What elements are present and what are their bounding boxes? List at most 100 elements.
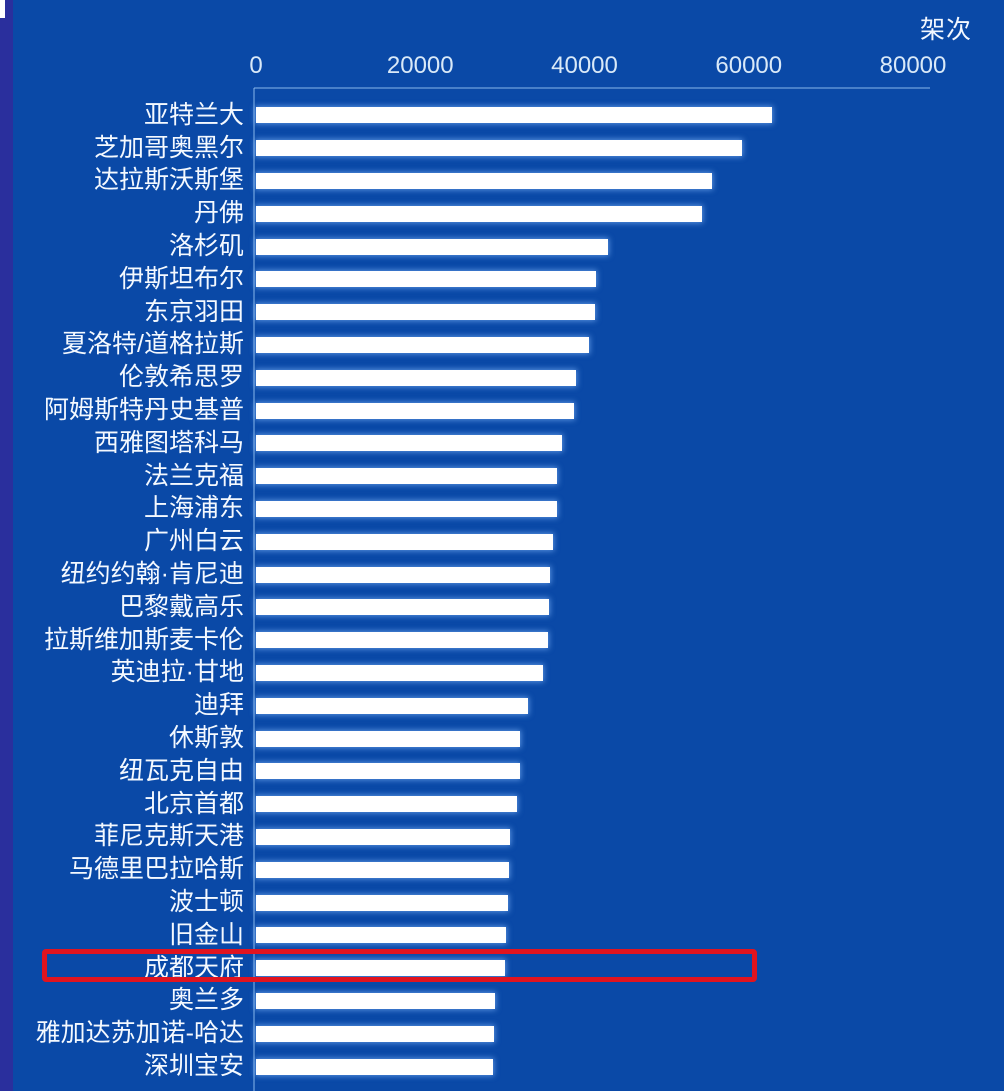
- bar: [256, 861, 509, 878]
- category-label: 波士顿: [168, 888, 244, 917]
- bar-row: 迪拜: [0, 689, 1004, 722]
- bar-row: 奥兰多: [0, 985, 1004, 1018]
- bar-row: 英迪拉·甘地: [0, 657, 1004, 690]
- y-axis-line: [253, 88, 255, 1091]
- bar: [256, 271, 596, 288]
- category-label: 西雅图塔科马: [93, 428, 244, 457]
- bar-row: 广州白云: [0, 525, 1004, 558]
- highlight-box: [42, 949, 757, 982]
- category-label: 洛杉矶: [168, 232, 244, 261]
- bar: [256, 336, 589, 353]
- bar-row: 芝加哥奥黑尔: [0, 132, 1004, 165]
- bar: [256, 960, 505, 977]
- bar: [256, 205, 702, 222]
- bar: [256, 402, 574, 419]
- bar: [256, 599, 550, 616]
- category-label: 伦敦希思罗: [118, 363, 244, 392]
- bar: [256, 369, 576, 386]
- bar-row: 巴黎戴高乐: [0, 591, 1004, 624]
- bar-row: 旧金山: [0, 919, 1004, 952]
- x-tick-label: 60000: [715, 52, 783, 79]
- bar-row: 深圳宝安: [0, 1050, 1004, 1083]
- bar-row: 达拉斯沃斯堡: [0, 165, 1004, 198]
- bar-row: 法兰克福: [0, 460, 1004, 493]
- x-tick-label: 20000: [386, 52, 454, 79]
- bar: [256, 894, 509, 911]
- category-label: 巴黎戴高乐: [118, 592, 244, 621]
- category-label: 英迪拉·甘地: [110, 658, 244, 687]
- bar-row: 马德里巴拉哈斯: [0, 853, 1004, 886]
- bar-row: 纽瓦克自由: [0, 755, 1004, 788]
- corner-sliver: [0, 0, 5, 18]
- x-tick-label: 40000: [551, 52, 618, 79]
- bar-row: 丹佛: [0, 197, 1004, 230]
- category-label: 深圳宝安: [143, 1052, 244, 1080]
- bar: [256, 107, 772, 124]
- bar-row: 雅加达苏加诺-哈达: [0, 1017, 1004, 1050]
- bar: [256, 730, 521, 747]
- category-label: 东京羽田: [143, 297, 244, 326]
- x-tick-label: 0: [249, 52, 263, 79]
- bar: [256, 304, 596, 321]
- category-label: 夏洛特/道格拉斯: [62, 330, 244, 359]
- left-strip: [0, 0, 13, 1091]
- bar: [256, 566, 550, 583]
- category-label: 法兰克福: [143, 461, 244, 490]
- category-label: 芝加哥奥黑尔: [93, 133, 244, 162]
- category-label: 上海浦东: [143, 494, 244, 523]
- category-label: 马德里巴拉哈斯: [68, 855, 244, 884]
- category-label: 休斯敦: [168, 724, 244, 753]
- x-axis-line: [254, 87, 930, 89]
- bar: [256, 238, 609, 255]
- bar: [256, 500, 557, 517]
- category-label: 奥兰多: [168, 986, 244, 1015]
- bar-row: 伊斯坦布尔: [0, 263, 1004, 296]
- axis-unit-label: 架次: [919, 16, 972, 44]
- category-label: 旧金山: [168, 920, 244, 949]
- bar: [256, 763, 520, 780]
- category-label: 纽瓦克自由: [118, 756, 244, 785]
- bar-row: 阿姆斯特丹史基普: [0, 394, 1004, 427]
- bar: [256, 992, 495, 1009]
- bar: [256, 172, 712, 189]
- x-axis: 0 20000 40000 60000 80000: [0, 52, 1004, 82]
- category-label: 纽约约翰·肯尼迪: [60, 560, 244, 589]
- bar: [256, 927, 506, 944]
- category-label: 亚特兰大: [143, 100, 244, 129]
- bar: [256, 1058, 493, 1075]
- category-label: 阿姆斯特丹史基普: [43, 396, 244, 425]
- bar: [256, 796, 518, 813]
- bar-row: 东京羽田: [0, 296, 1004, 329]
- bar-rows: 亚特兰大芝加哥奥黑尔 达拉斯沃斯堡丹佛洛杉矶伊斯坦布尔东京羽田夏洛特/道格拉斯伦敦…: [0, 99, 1004, 1083]
- category-label: 北京首都: [143, 789, 244, 818]
- bar: [256, 697, 528, 714]
- bar-row: 拉斯维加斯麦卡伦: [0, 624, 1004, 657]
- category-label: 成都天府: [143, 953, 244, 982]
- category-label: 丹佛: [193, 199, 244, 228]
- bar-row: 北京首都: [0, 788, 1004, 821]
- bar-row: 西雅图塔科马: [0, 427, 1004, 460]
- category-label: 伊斯坦布尔: [118, 264, 244, 293]
- x-tick-label: 80000: [879, 52, 947, 79]
- bar: [256, 664, 543, 681]
- bar-row: 伦敦希思罗: [0, 361, 1004, 394]
- bar-row: 上海浦东: [0, 493, 1004, 526]
- bar-row: 菲尼克斯天港: [0, 821, 1004, 854]
- bar: [256, 632, 549, 649]
- bar-row: 洛杉矶: [0, 230, 1004, 263]
- bar: [256, 828, 510, 845]
- bar-row: 波士顿: [0, 886, 1004, 919]
- bar-row: 夏洛特/道格拉斯: [0, 329, 1004, 362]
- bar: [256, 435, 563, 452]
- category-label: 菲尼克斯天港: [93, 822, 244, 851]
- category-label: 达拉斯沃斯堡: [93, 166, 244, 195]
- bar: [256, 1025, 495, 1042]
- category-label: 迪拜: [193, 691, 244, 720]
- category-label: 雅加达苏加诺-哈达: [35, 1019, 244, 1048]
- category-label: 拉斯维加斯麦卡伦: [43, 625, 244, 654]
- bar: [256, 140, 743, 157]
- bar-row: 亚特兰大: [0, 99, 1004, 132]
- bar: [256, 533, 554, 550]
- category-label: 广州白云: [143, 527, 244, 556]
- bar-row: 休斯敦: [0, 722, 1004, 755]
